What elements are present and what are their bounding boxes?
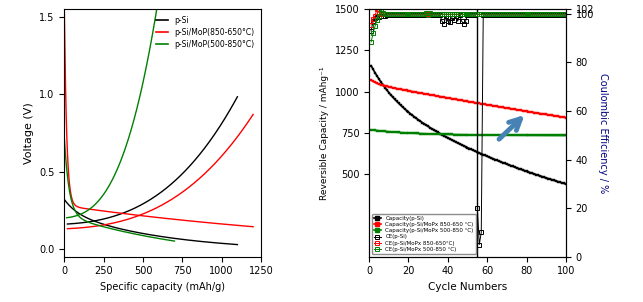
Legend: p-Si, p-Si/MoP(850-650°C), p-Si/MoP(500-850°C): p-Si, p-Si/MoP(850-650°C), p-Si/MoP(500-… — [154, 13, 257, 52]
X-axis label: Specific capacity (mAh/g): Specific capacity (mAh/g) — [100, 282, 225, 292]
Legend: Capacity(p-Si), Capacity(p-Si/MoPx 850-650 °C), Capacity(p-Si/MoPx 500-850 °C), : Capacity(p-Si), Capacity(p-Si/MoPx 850-6… — [372, 214, 476, 254]
Y-axis label: Voltage (V): Voltage (V) — [24, 102, 33, 164]
Y-axis label: Reversible Capacity / mAhg⁻¹: Reversible Capacity / mAhg⁻¹ — [320, 66, 329, 200]
X-axis label: Cycle Numbers: Cycle Numbers — [428, 282, 507, 292]
Y-axis label: Coulombic Efficiency / %: Coulombic Efficiency / % — [598, 73, 608, 193]
